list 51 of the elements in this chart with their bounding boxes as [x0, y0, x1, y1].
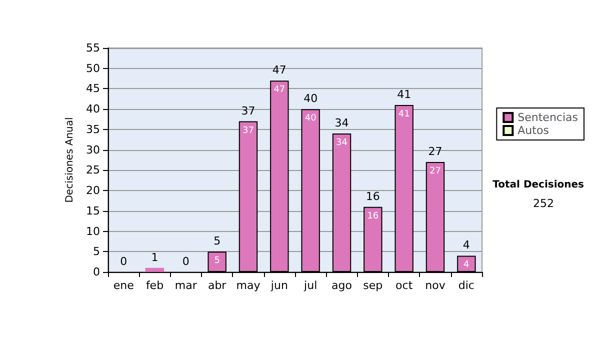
y-tick-label: 50 [86, 62, 100, 75]
x-tick-label: ene [113, 279, 134, 292]
x-tick-label: mar [174, 279, 198, 292]
y-tick-label: 30 [86, 143, 100, 156]
y-tick-label: 0 [93, 266, 100, 278]
bar [145, 268, 164, 272]
y-tick-label: 40 [86, 102, 100, 116]
y-tick-label: 5 [93, 245, 100, 258]
y-tick-label: 45 [86, 82, 100, 96]
total-label: 0 [182, 255, 190, 268]
y-tick-label: 20 [86, 184, 100, 198]
total-label: 37 [241, 104, 256, 118]
total-label: 4 [462, 238, 470, 252]
data-label: 40 [304, 114, 317, 124]
y-axis-title: Decisiones Anual [64, 117, 76, 203]
data-label: 47 [274, 85, 286, 96]
total-label: 5 [214, 234, 221, 248]
y-tick-label: 55 [86, 42, 100, 54]
x-tick-label: may [236, 279, 261, 292]
x-tick-label: oct [396, 279, 414, 292]
text: Total Decisiones [492, 180, 584, 190]
y-tick-label: 10 [86, 224, 100, 238]
y-tick-label: 25 [86, 164, 100, 177]
legend-label: Autos [518, 124, 550, 137]
x-tick-label: feb [146, 279, 164, 292]
text: 252 [533, 197, 554, 210]
x-tick-label: nov [425, 279, 446, 292]
total-label: 40 [304, 92, 318, 106]
data-label: 27 [430, 166, 441, 177]
data-label: 4 [464, 260, 470, 270]
total-label: 34 [334, 116, 349, 130]
data-label: 41 [398, 110, 410, 120]
x-tick-label: abr [208, 279, 227, 292]
x-tick-label: jul [303, 279, 318, 292]
data-label: 34 [336, 138, 348, 148]
x-tick-label: jun [270, 279, 288, 292]
x-tick-label: ago [332, 279, 352, 292]
total-label: 0 [120, 255, 128, 268]
total-label: 41 [397, 88, 412, 102]
data-label: 5 [214, 256, 220, 266]
x-tick-label: dic [458, 279, 474, 292]
data-label: 16 [367, 211, 379, 222]
y-tick-label: 15 [86, 204, 100, 218]
data-label: 37 [242, 126, 254, 136]
x-tick-label: sep [363, 279, 383, 292]
total-label: 16 [366, 190, 380, 203]
total-label: 27 [428, 145, 442, 158]
total-label: 1 [151, 250, 158, 264]
y-tick-label: 35 [86, 122, 100, 136]
total-label: 47 [272, 64, 286, 77]
legend-label: Sentencias [518, 111, 578, 124]
